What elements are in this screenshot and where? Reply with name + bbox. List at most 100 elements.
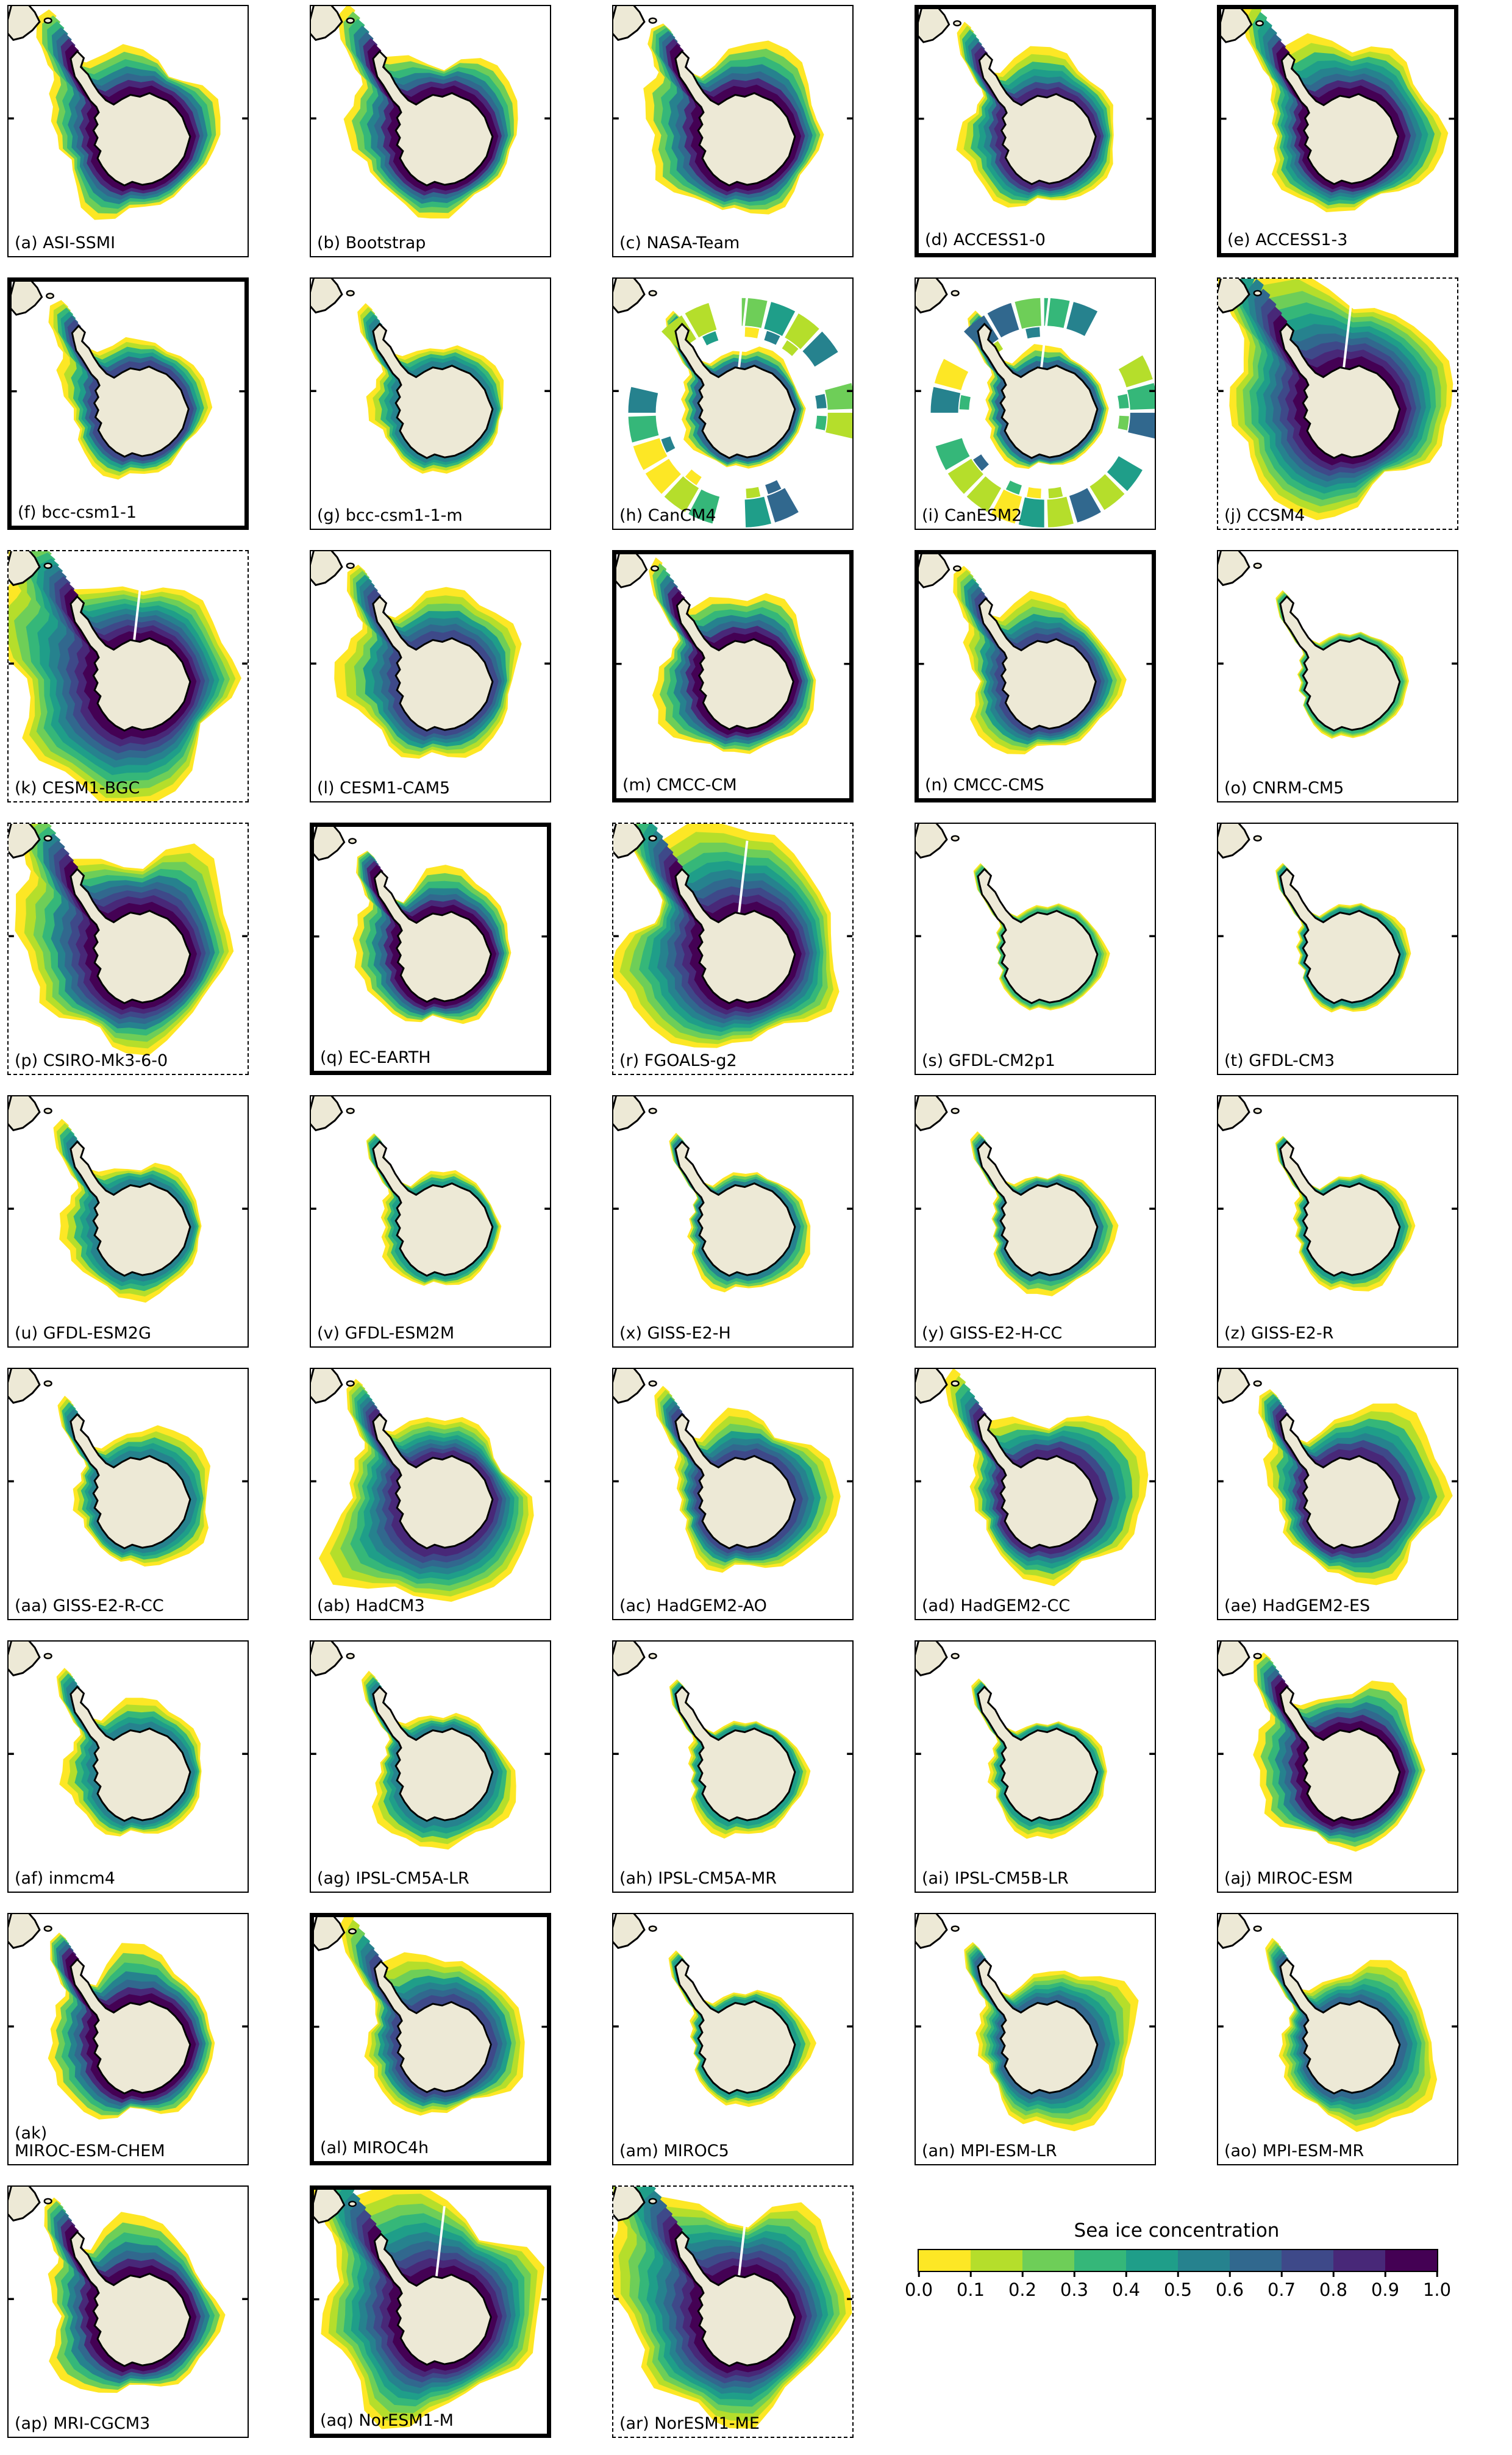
south-america-tip xyxy=(9,6,41,41)
antarctic-map xyxy=(311,6,550,219)
sea-ice-patch xyxy=(959,395,971,410)
map-panel-b: (b) Bootstrap xyxy=(310,5,551,257)
sea-ice-patch xyxy=(947,459,983,494)
panel-label: (e) ACCESS1-3 xyxy=(1227,230,1348,250)
island-dot xyxy=(43,1925,52,1932)
antarctic-map xyxy=(9,551,248,801)
island-dot xyxy=(346,17,355,24)
south-america-tip xyxy=(12,282,43,316)
sea-ice-patch xyxy=(741,298,768,328)
sea-ice-patch xyxy=(1005,481,1022,495)
map-panel-ai: (ai) IPSL-CM5B-LR xyxy=(915,1640,1156,1893)
antarctica-land xyxy=(372,1685,494,1822)
antarctica-land xyxy=(977,1413,1099,1549)
panel-label: (y) GISS-E2-H-CC xyxy=(922,1324,1063,1343)
antarctic-map xyxy=(1218,1914,1457,2132)
panel-label: (ab) HadCM3 xyxy=(317,1596,425,1616)
south-america-tip xyxy=(613,1642,646,1677)
antarctic-map xyxy=(12,282,244,480)
antarctica-land xyxy=(674,1958,796,2095)
sea-ice-patch xyxy=(764,302,796,336)
panel-label: (aj) MIROC-ESM xyxy=(1224,1869,1353,1889)
panel-label: (ae) HadGEM2-ES xyxy=(1224,1596,1371,1616)
colorbar-tick-label: 0.1 xyxy=(956,2279,985,2300)
antarctic-map xyxy=(9,1369,248,1567)
sea-ice-patch xyxy=(661,436,676,453)
antarctic-map xyxy=(9,6,248,220)
antarctica-land xyxy=(70,2231,191,2367)
map-panel-k: (k) CESM1-BGC xyxy=(7,550,249,802)
sea-ice-patch xyxy=(1107,456,1143,491)
island-dot xyxy=(950,290,960,296)
south-america-tip xyxy=(1218,551,1250,587)
sea-ice-patch xyxy=(782,340,799,356)
map-panel-aj: (aj) MIROC-ESM xyxy=(1217,1640,1458,1893)
island-dot xyxy=(1253,1380,1262,1387)
panel-label: (r) FGOALS-g2 xyxy=(619,1051,737,1071)
colorbar-segment xyxy=(1126,2250,1178,2271)
panel-label: (af) inmcm4 xyxy=(15,1869,115,1889)
colorbar-segment xyxy=(971,2250,1022,2271)
map-panel-o: (o) CNRM-CM5 xyxy=(1217,550,1458,802)
south-america-tip xyxy=(613,824,646,859)
antarctic-map xyxy=(314,827,547,1024)
sea-ice-patch xyxy=(764,331,780,345)
island-dot xyxy=(1253,562,1262,569)
south-america-tip xyxy=(9,551,41,587)
south-america-tip xyxy=(9,1642,41,1677)
panel-label: (d) ACCESS1-0 xyxy=(925,230,1046,250)
map-panel-ar: (ar) NorESM1-ME xyxy=(612,2185,854,2438)
sea-ice-patch xyxy=(826,412,852,439)
sea-ice-patch xyxy=(1048,487,1063,499)
island-dot xyxy=(648,1653,657,1659)
antarctica-land xyxy=(977,868,1099,1004)
island-dot xyxy=(43,2198,52,2204)
antarctic-map xyxy=(9,1914,248,2120)
meridian-line xyxy=(1040,295,1051,370)
map-panel-ae: (ae) HadGEM2-ES xyxy=(1217,1368,1458,1620)
sea-ice-patch xyxy=(973,454,989,471)
map-panel-f: (f) bcc-csm1-1 xyxy=(7,277,249,530)
panel-label: (ag) IPSL-CM5A-LR xyxy=(317,1869,469,1889)
antarctica-land xyxy=(372,1140,494,1277)
south-america-tip xyxy=(311,1096,343,1132)
sea-ice-patch xyxy=(645,459,681,494)
south-america-tip xyxy=(311,551,343,587)
island-dot xyxy=(43,1653,52,1659)
antarctica-land xyxy=(674,1413,796,1549)
antarctica-land xyxy=(1279,1140,1401,1277)
map-panel-al: (al) MIROC4h xyxy=(310,1913,551,2165)
island-dot xyxy=(1255,20,1264,27)
south-america-tip xyxy=(916,279,948,314)
colorbar-tick xyxy=(1228,2271,1231,2277)
island-dot xyxy=(648,1107,657,1114)
antarctic-map xyxy=(613,1369,852,1573)
island-dot xyxy=(950,1107,960,1114)
south-america-tip xyxy=(1218,1642,1250,1677)
south-america-tip xyxy=(9,1914,41,1949)
colorbar-tick xyxy=(1384,2271,1386,2277)
meridian-line xyxy=(1342,295,1353,370)
meridian-line xyxy=(132,568,144,642)
antarctic-map xyxy=(311,1369,550,1602)
panel-label: (ad) HadGEM2-CC xyxy=(922,1596,1071,1616)
map-panel-m: (m) CMCC-CM xyxy=(612,550,854,802)
antarctica-land xyxy=(70,595,191,732)
sea-ice-patch xyxy=(744,327,760,338)
sea-ice-patch xyxy=(744,496,771,527)
antarctic-map xyxy=(314,2190,547,2429)
sea-ice-patch xyxy=(1069,488,1101,523)
map-panel-ap: (ap) MRI-CGCM3 xyxy=(7,2185,249,2438)
panel-label: (al) MIROC4h xyxy=(320,2139,429,2158)
panel-label: (k) CESM1-BGC xyxy=(15,779,140,798)
antarctica-land xyxy=(70,1413,191,1549)
island-dot xyxy=(950,1653,960,1659)
panel-label: (ak) MIROC-ESM-CHEM xyxy=(15,2123,165,2161)
colorbar-segment xyxy=(1022,2250,1074,2271)
sea-ice-patch xyxy=(825,383,852,410)
island-dot xyxy=(648,835,657,842)
colorbar-segment xyxy=(1385,2250,1437,2271)
island-dot xyxy=(348,838,357,845)
map-panel-i: (i) CanESM2 xyxy=(915,277,1156,530)
sea-ice-patch xyxy=(966,476,1002,512)
